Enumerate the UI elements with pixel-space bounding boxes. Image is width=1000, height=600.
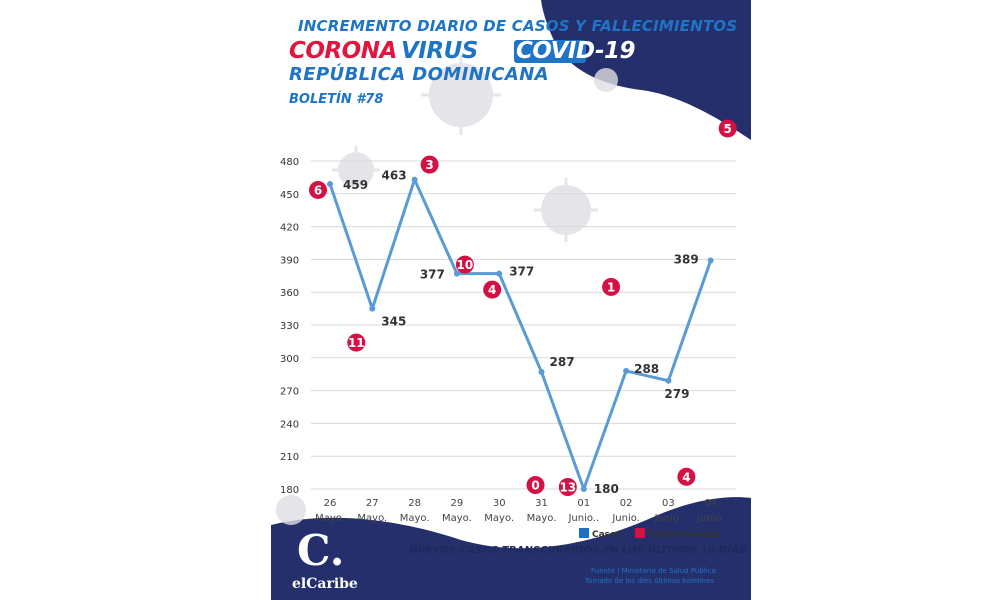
x-tick-day: 04 (704, 498, 717, 509)
data-label-casos: 463 (382, 169, 407, 183)
legend-swatch-fallecimientos (635, 528, 645, 538)
logo-mark: C. (297, 526, 345, 575)
death-count: 1 (607, 280, 615, 294)
x-tick-day: 30 (493, 498, 506, 509)
source-note: Tomado de los dies últimos boletines (585, 577, 715, 585)
y-tick-label: 360 (280, 288, 299, 299)
death-count: 10 (457, 258, 474, 272)
data-point-casos (496, 270, 503, 277)
x-tick-month: Junio. (654, 513, 683, 524)
chart-subtitle: NUEVOS CASOS TRANSCURRIDOS EN LOS ULTIMO… (409, 545, 747, 556)
title-virus: VIRUS (401, 38, 478, 64)
data-point-casos (453, 270, 460, 277)
x-tick-month: Mayo. (442, 513, 472, 524)
data-point-casos (369, 305, 376, 312)
x-tick-month: Mayo. (400, 513, 430, 524)
death-count: 11 (348, 336, 365, 350)
bulletin-number: BOLETÍN #78 (289, 92, 384, 107)
x-tick-day: 29 (451, 498, 464, 509)
source-line: Fuente | Ministerio de Salud Pública (591, 567, 716, 575)
y-tick-label: 240 (280, 419, 299, 430)
y-tick-label: 270 (280, 387, 299, 398)
legend-swatch-casos (579, 528, 589, 538)
data-point-casos (411, 176, 418, 183)
x-tick-day: 28 (408, 498, 421, 509)
x-tick-day: 26 (324, 498, 337, 509)
data-label-casos: 389 (674, 252, 699, 266)
x-tick-month: Mayo. (315, 513, 345, 524)
death-badge (309, 180, 327, 199)
data-label-casos: 377 (509, 265, 534, 279)
y-tick-label: 330 (280, 321, 299, 332)
legend-label-fallecimientos: Fallecimientos (648, 530, 721, 540)
data-point-casos (580, 486, 587, 492)
x-tick-month: Junio. (611, 513, 640, 524)
death-count: 4 (682, 470, 690, 484)
y-tick-label: 180 (280, 485, 299, 496)
series-line-casos (328, 178, 713, 491)
data-point-casos (623, 367, 630, 374)
x-tick-day: 27 (366, 498, 379, 509)
background-decoration (271, 0, 751, 600)
data-label-casos: 180 (594, 482, 619, 496)
data-point-casos (327, 180, 333, 187)
data-label-casos: 459 (343, 178, 368, 192)
death-count: 4 (488, 283, 496, 297)
covid-badge (514, 40, 586, 63)
x-tick-month: Mayo. (357, 513, 387, 524)
data-point-casos (538, 369, 545, 376)
x-tick-month: Junio.. (567, 513, 599, 524)
x-tick-month: Mayo. (527, 513, 557, 524)
death-badge (455, 255, 474, 274)
y-tick-label: 390 (280, 255, 299, 266)
legend-label-casos: Casos (592, 530, 622, 540)
data-point-casos (707, 257, 714, 264)
cases-line-chart: 18021024027030033036039042045048026Mayo.… (280, 119, 737, 540)
data-label-casos: 377 (420, 268, 445, 282)
death-count: 3 (425, 158, 433, 172)
death-badge (558, 478, 577, 496)
death-badge (677, 467, 696, 486)
y-tick-label: 450 (280, 190, 299, 201)
logo-name: elCaribe (292, 576, 358, 592)
death-badge (718, 119, 737, 138)
title-corona: CORONA (289, 38, 397, 64)
death-count: 5 (724, 122, 732, 136)
x-tick-day: 02 (620, 498, 633, 509)
x-tick-day: 03 (662, 498, 675, 509)
death-count: 0 (531, 479, 539, 493)
data-label-casos: 288 (634, 362, 659, 376)
death-badge (526, 476, 545, 495)
y-tick-label: 480 (280, 157, 299, 168)
y-tick-label: 210 (280, 452, 299, 463)
data-label-casos: 287 (550, 355, 575, 369)
data-label-casos: 279 (664, 387, 689, 401)
death-count: 6 (314, 183, 322, 197)
y-tick-label: 300 (280, 354, 299, 365)
death-badge (420, 155, 439, 174)
title-line: INCREMENTO DIARIO DE CASOS Y FALLECIMIEN… (298, 17, 738, 35)
data-label-casos: 345 (381, 315, 406, 329)
data-point-casos (665, 377, 672, 384)
x-tick-day: 01 (577, 498, 590, 509)
infographic-poster: INCREMENTO DIARIO DE CASOS Y FALLECIMIEN… (271, 0, 751, 600)
death-badge (602, 277, 621, 296)
death-badge (347, 333, 366, 352)
death-count: 13 (559, 481, 576, 495)
y-tick-label: 420 (280, 223, 299, 234)
x-tick-day: 31 (535, 498, 548, 509)
title-country: REPÚBLICA DOMINICANA (289, 64, 550, 85)
death-badge (483, 280, 502, 299)
x-tick-month: Mayo. (484, 513, 514, 524)
x-tick-month: Junio. (696, 513, 725, 524)
title-covid: COVID-19 (516, 38, 636, 64)
